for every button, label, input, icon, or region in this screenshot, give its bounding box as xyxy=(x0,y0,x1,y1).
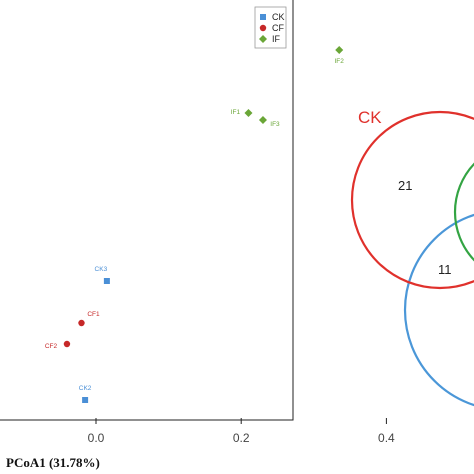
point-label: CK3 xyxy=(95,266,108,273)
point-cf-marker xyxy=(78,319,85,327)
x-axis-title: PCoA1 (31.78%) xyxy=(6,455,100,470)
legend-marker-cf xyxy=(259,24,267,32)
venn-set-label-ck: CK xyxy=(358,108,382,127)
legend-label-cf: CF xyxy=(272,23,284,33)
venn-circle-ck xyxy=(350,110,474,290)
pcoa-panel: -0.20.00.20.4 CK3CK2CF1CF2CF3IF2IF1IF3 C… xyxy=(0,0,395,470)
legend-marker-if xyxy=(259,35,267,43)
x-tick-label: 0.0 xyxy=(88,431,105,445)
x-tick-label: 0.2 xyxy=(233,431,250,445)
point-label: CF2 xyxy=(45,343,58,350)
point-if-marker xyxy=(335,46,344,54)
point-label: CF1 xyxy=(87,311,100,318)
venn-count-ck-blue: 11 xyxy=(438,262,452,277)
venn-circle-blue xyxy=(403,213,474,407)
venn-diagram: CK 21 11 xyxy=(350,108,474,407)
point-label: IF1 xyxy=(231,109,241,116)
point-label: IF2 xyxy=(335,58,345,65)
point-ck-marker xyxy=(103,278,110,284)
point-label: IF3 xyxy=(270,121,280,128)
x-axis-ticks: -0.20.00.20.4 xyxy=(88,418,395,445)
point-if-marker xyxy=(244,109,253,117)
venn-circle-green xyxy=(453,162,474,262)
point-ck-marker xyxy=(82,397,89,403)
venn-count-ck-only: 21 xyxy=(398,178,412,193)
legend-marker-ck xyxy=(260,14,266,20)
point-label: CK2 xyxy=(79,385,92,392)
point-cf-marker xyxy=(63,340,71,348)
point-if-marker xyxy=(258,116,267,124)
plot-frame xyxy=(0,0,294,421)
legend-label-ck: CK xyxy=(272,12,285,22)
x-tick-label: 0.4 xyxy=(378,431,395,445)
data-points: CK3CK2CF1CF2CF3IF2IF1IF3 xyxy=(45,46,345,403)
legend-label-if: IF xyxy=(272,34,281,44)
